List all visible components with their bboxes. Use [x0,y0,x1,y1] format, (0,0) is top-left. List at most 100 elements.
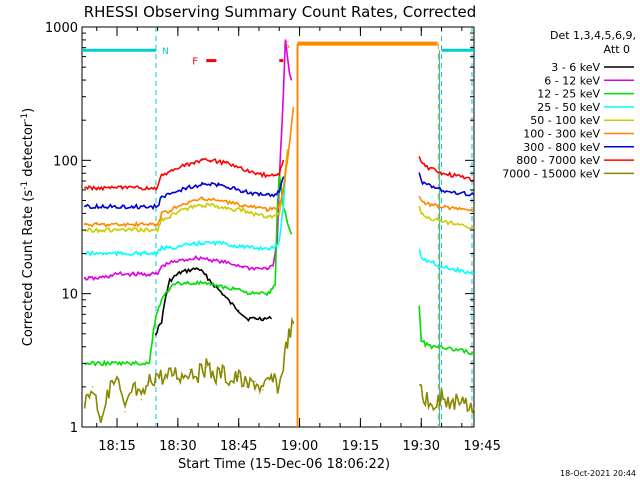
legend-header-line-1: Det 1,3,4,5,6,9, [550,29,636,42]
data-point [205,366,207,368]
data-point [120,229,122,231]
flag-f-label: F [192,57,198,68]
data-point [290,79,293,81]
data-point [96,252,98,255]
series-line-4 [84,173,287,258]
data-point [193,205,195,208]
data-point [250,247,252,249]
data-point [278,172,280,174]
data-point [96,362,98,364]
data-point [152,327,155,329]
y-tick-label: 10 [61,288,78,303]
data-point [169,193,171,195]
data-point [108,392,110,394]
flag-n-label: N [162,47,169,57]
legend-label: 800 - 7000 keV [516,154,600,167]
data-point [132,386,134,388]
data-point [120,205,122,208]
data-point [201,198,203,200]
data-point [132,187,134,189]
data-point [177,282,179,284]
data-point [201,282,203,284]
legend-label: 6 - 12 keV [544,74,600,87]
data-point [242,168,244,170]
data-point [120,362,122,364]
data-point [132,229,134,231]
data-point [250,212,252,214]
data-point [177,211,179,213]
data-point [108,187,110,189]
data-point [197,267,199,269]
series-line-4-after-gap [418,249,475,275]
data-point [217,242,220,244]
y-axis-label: Corrected Count Rate (s-1 detector-1) [20,108,36,346]
data-point [288,229,291,231]
data-point [286,339,288,341]
series-line-5-after-gap [418,205,475,230]
data-point [266,267,268,269]
series-line-8-after-gap [418,156,475,182]
data-point [185,259,187,261]
data-point [274,247,276,249]
data-point [148,362,151,364]
x-tick-label: 19:15 [342,439,379,454]
data-point [278,212,280,214]
data-point [266,215,268,217]
data-point [266,194,268,196]
data-point [144,205,147,208]
y-tick-label: 1000 [45,21,78,36]
data-point [217,205,220,208]
data-point [274,194,276,196]
data-point [201,242,203,244]
data-point [282,362,284,364]
data-point [144,229,147,231]
data-point [221,371,224,373]
data-point [292,106,295,108]
y-tick-label: 100 [53,154,78,169]
data-point [250,205,252,208]
data-point [161,247,163,249]
data-point [108,205,110,208]
data-point [217,260,220,262]
data-point [209,159,211,161]
data-point [246,386,248,388]
series-line-5 [84,149,289,234]
data-point [209,198,211,200]
data-point [286,220,288,222]
legend-label: 12 - 25 keV [537,88,600,101]
data-point [165,296,167,298]
data-point [120,223,122,226]
data-point [258,193,260,195]
data-point [242,246,244,248]
data-point [193,185,195,187]
data-point [132,223,134,226]
data-point [197,373,199,375]
legend-header-line-2: Att 0 [604,43,630,56]
data-point [242,265,244,268]
data-point [242,290,244,292]
data-point [156,373,159,375]
data-point [185,244,187,247]
data-point [156,187,159,189]
data-point [156,252,159,255]
series-line-9 [83,316,295,423]
data-point [144,252,147,255]
data-point [177,167,179,169]
data-point [169,171,171,173]
data-point [288,72,291,74]
data-point [165,378,167,380]
data-point [286,149,288,151]
data-point [201,204,203,206]
data-point [169,280,171,282]
data-point [96,277,98,280]
data-point [270,290,272,292]
data-point [185,282,187,284]
data-point [116,273,118,275]
data-point [242,204,244,206]
data-point [161,196,163,198]
data-point [225,262,228,264]
data-point [156,205,159,208]
data-point [96,223,98,226]
